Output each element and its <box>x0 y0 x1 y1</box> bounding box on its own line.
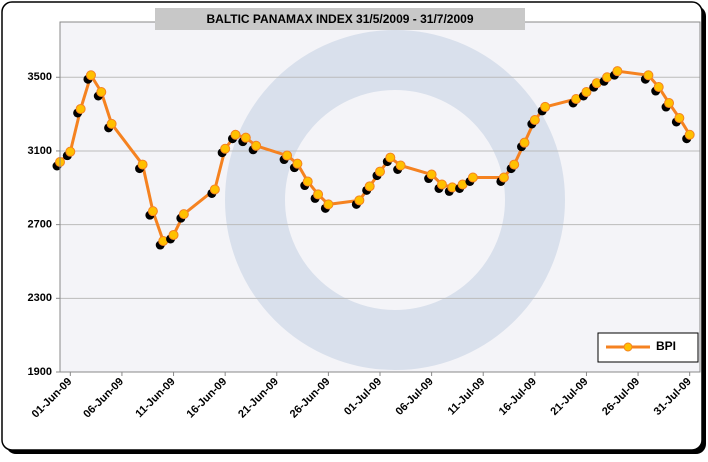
point <box>75 103 86 114</box>
point <box>220 143 231 154</box>
point <box>354 195 365 206</box>
point <box>653 82 664 93</box>
point <box>230 129 241 140</box>
point <box>436 179 447 190</box>
point <box>426 169 437 180</box>
point <box>643 70 654 81</box>
title-box <box>155 8 525 30</box>
point <box>498 172 509 183</box>
watermark <box>225 30 565 370</box>
point <box>209 184 220 195</box>
point <box>147 206 158 217</box>
point <box>96 87 107 97</box>
point <box>395 160 406 171</box>
point <box>85 70 96 81</box>
point <box>292 158 303 169</box>
point <box>178 209 189 220</box>
point <box>364 181 375 192</box>
y-tick-label: 1900 <box>28 366 52 378</box>
point <box>385 152 396 163</box>
point <box>302 176 313 187</box>
point <box>375 166 385 177</box>
point <box>664 98 675 109</box>
point <box>251 140 262 151</box>
point <box>467 172 478 183</box>
chart-title: BALTIC PANAMAX INDEX 31/5/2009 - 31/7/20… <box>207 12 474 26</box>
point <box>106 118 117 129</box>
point <box>65 146 76 157</box>
point <box>612 66 623 77</box>
point <box>137 159 148 170</box>
point <box>313 189 324 200</box>
point <box>581 87 592 97</box>
point <box>540 101 551 112</box>
point <box>168 229 179 240</box>
point <box>529 115 540 125</box>
point <box>674 112 685 123</box>
point <box>282 150 293 161</box>
legend-marker <box>623 342 633 352</box>
y-tick-label: 3100 <box>28 145 52 157</box>
point <box>509 159 520 170</box>
point <box>519 137 530 148</box>
point <box>240 132 251 143</box>
point <box>684 129 695 140</box>
point <box>323 199 334 210</box>
y-tick-label: 2300 <box>28 292 52 304</box>
y-tick-label: 2700 <box>28 219 52 231</box>
y-tick-label: 3500 <box>28 71 52 83</box>
legend-label: BPI <box>656 339 676 353</box>
